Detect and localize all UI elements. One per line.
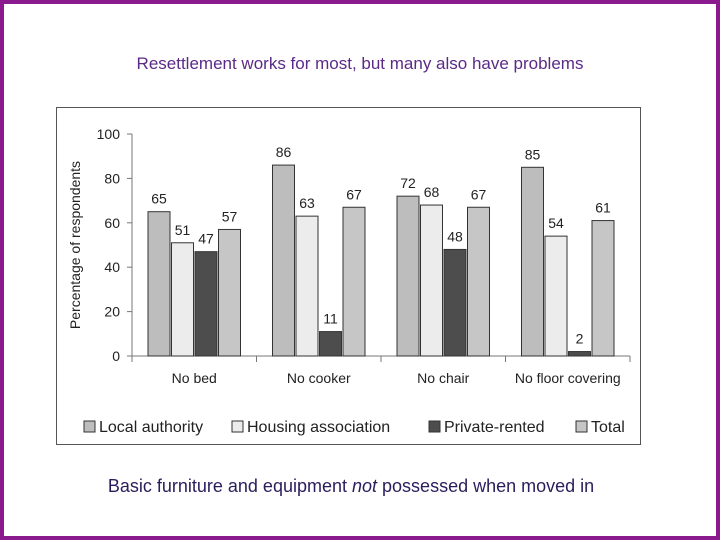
caption-text-after: possessed when moved in — [377, 476, 595, 496]
data-label: 67 — [471, 186, 487, 202]
bar — [544, 235, 568, 357]
chart-labels: 0 20 40 60 80 100 Percentage of respondents 65 5… — [67, 126, 621, 386]
x-category-label: No floor covering — [515, 370, 621, 386]
slide-title: Resettlement works for most, but many al… — [136, 54, 584, 73]
legend-swatch — [575, 420, 588, 433]
data-label: 54 — [548, 215, 564, 231]
legend-label: Total — [591, 419, 625, 436]
y-tick-label: 0 — [112, 348, 120, 364]
bar — [272, 164, 295, 357]
bar — [467, 206, 490, 357]
x-category-label: No chair — [417, 370, 469, 386]
data-label: 47 — [198, 231, 214, 247]
caption-emphasis: not — [352, 476, 378, 496]
legend-label: Housing association — [247, 419, 390, 436]
y-tick-label: 40 — [104, 259, 120, 275]
y-tick-label: 20 — [104, 304, 120, 320]
data-label: 48 — [447, 228, 463, 244]
x-category-label: No cooker — [287, 370, 351, 386]
bar — [443, 248, 467, 357]
y-axis-title: Percentage of respondents — [67, 161, 83, 329]
bar — [295, 215, 319, 357]
data-label: 85 — [525, 146, 541, 162]
legend-swatch — [83, 420, 96, 433]
y-tick-label: 60 — [104, 215, 120, 231]
data-label: 86 — [276, 144, 292, 160]
bar — [568, 351, 591, 357]
bar — [342, 206, 366, 357]
legend-label: Local authority — [99, 419, 203, 436]
y-tick-label: 100 — [97, 126, 121, 142]
slide-caption: Basic furniture and equipment not posses… — [0, 476, 702, 497]
caption-text-before: Basic furniture and equipment — [107, 476, 352, 496]
bar — [420, 204, 443, 357]
y-tick-label: 80 — [104, 170, 120, 186]
data-label: 61 — [595, 200, 611, 216]
data-label: 67 — [346, 186, 362, 202]
bar — [147, 211, 171, 357]
data-label: 72 — [400, 175, 416, 191]
bar — [171, 242, 194, 357]
bar — [396, 195, 420, 357]
bar — [521, 166, 544, 357]
legend-swatch — [231, 420, 244, 433]
data-label: 57 — [222, 208, 238, 224]
data-label: 68 — [424, 184, 440, 200]
bar — [319, 331, 342, 357]
data-label: 65 — [151, 191, 167, 207]
bar — [218, 228, 241, 357]
chart-legend: Local authority Housing association Privat… — [83, 419, 625, 436]
data-label: 2 — [576, 331, 584, 347]
bar — [591, 220, 615, 357]
data-label: 51 — [175, 222, 191, 238]
x-category-label: No bed — [172, 370, 217, 386]
legend-label: Private-rented — [444, 419, 545, 436]
data-label: 63 — [299, 195, 315, 211]
legend-swatch — [428, 420, 441, 433]
chart-bars — [147, 164, 615, 357]
bar — [194, 251, 218, 357]
data-label: 11 — [323, 311, 338, 327]
